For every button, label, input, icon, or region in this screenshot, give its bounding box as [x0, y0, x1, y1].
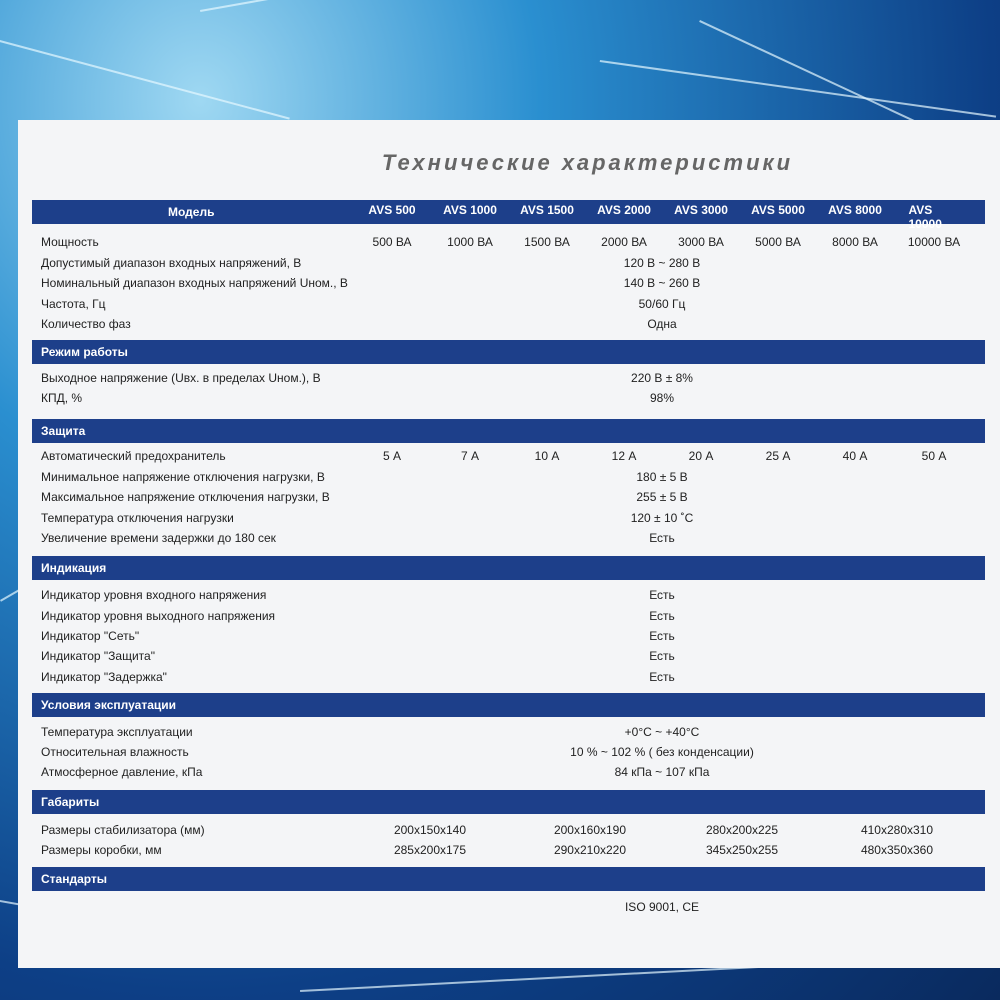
section-header: Режим работы: [32, 340, 985, 364]
row-label: Максимальное напряжение отключения нагру…: [41, 490, 330, 504]
row-value: 140 В ~ 260 В: [623, 276, 701, 290]
model-column-header: AVS 10000: [908, 203, 942, 231]
row-value: 98%: [649, 391, 675, 405]
model-column-header: AVS 500: [368, 203, 416, 217]
row-value: 25 А: [765, 449, 791, 463]
model-column-header: AVS 8000: [828, 203, 882, 217]
section-header: Стандарты: [32, 867, 985, 891]
row-label: Увеличение времени задержки до 180 сек: [41, 531, 276, 545]
row-value: 280х200х225: [705, 823, 779, 837]
row-value: 50/60 Гц: [638, 297, 686, 311]
row-label: КПД, %: [41, 391, 83, 405]
row-value: Есть: [649, 588, 675, 602]
row-label: Размеры стабилизатора (мм): [41, 823, 205, 837]
row-value: Есть: [649, 531, 675, 545]
row-value: 20 А: [688, 449, 714, 463]
row-label: Допустимый диапазон входных напряжений, …: [41, 256, 302, 270]
row-value: 5000 ВА: [755, 235, 801, 249]
row-value: 285х200х175: [393, 843, 467, 857]
model-column-header: AVS 2000: [597, 203, 651, 217]
section-title: Индикация: [41, 561, 107, 575]
model-column-header: AVS 1000: [443, 203, 497, 217]
row-value: 10000 ВА: [907, 235, 961, 249]
row-label: Автоматический предохранитель: [41, 449, 226, 463]
row-label: Выходное напряжение (Uвх. в пределах Uно…: [41, 371, 321, 385]
row-value: 500 ВА: [372, 235, 412, 249]
row-label: Относительная влажность: [41, 745, 189, 759]
row-value: 2000 ВА: [601, 235, 647, 249]
row-value: 480х350х360: [860, 843, 934, 857]
model-column-header: AVS 1500: [520, 203, 574, 217]
section-title: Габариты: [41, 795, 100, 809]
row-value: 10 А: [534, 449, 560, 463]
row-label: Частота, Гц: [41, 297, 106, 311]
row-label: Атмосферное давление, кПа: [41, 765, 203, 779]
row-value: 5 А: [382, 449, 402, 463]
lightning-streak: [300, 963, 800, 992]
row-value: 1000 ВА: [447, 235, 493, 249]
lightning-streak: [200, 0, 457, 12]
row-value: 8000 ВА: [832, 235, 878, 249]
section-title: Защита: [41, 424, 86, 438]
row-label: Минимальное напряжение отключения нагруз…: [41, 470, 325, 484]
row-value: Есть: [649, 670, 675, 684]
row-value: 1500 ВА: [524, 235, 570, 249]
row-label: Размеры коробки, мм: [41, 843, 162, 857]
lightning-streak: [0, 40, 290, 120]
section-title: Стандарты: [41, 872, 108, 886]
row-value: +0°С ~ +40°С: [624, 725, 700, 739]
row-label: Индикатор "Защита": [41, 649, 155, 663]
header-bar: Модель AVS 500 AVS 1000 AVS 1500 AVS 2000 AVS…: [32, 200, 985, 231]
row-label: Температура эксплуатации: [41, 725, 193, 739]
row-value: 7 А: [460, 449, 480, 463]
row-label: Индикатор "Сеть": [41, 629, 140, 643]
lightning-streak: [599, 60, 997, 118]
row-value: 255 ± 5 В: [636, 490, 688, 504]
row-value: 290х210х220: [553, 843, 627, 857]
row-value: 40 А: [842, 449, 868, 463]
section-header: Габариты: [32, 790, 985, 814]
spec-sheet: [18, 120, 1000, 968]
row-value: ISO 9001, CE: [624, 900, 700, 914]
section-title: Режим работы: [41, 345, 128, 359]
row-value: 220 В ± 8%: [631, 371, 693, 385]
model-column-header: AVS 3000: [674, 203, 728, 217]
row-value: 10 % ~ 102 % ( без конденсации): [570, 745, 754, 759]
row-value: Есть: [649, 629, 675, 643]
row-value: 50 А: [921, 449, 947, 463]
row-value: 3000 ВА: [678, 235, 724, 249]
row-value: Одна: [647, 317, 677, 331]
section-header: Индикация: [32, 556, 985, 580]
row-label: Температура отключения нагрузки: [41, 511, 234, 525]
row-label: Индикатор уровня выходного напряжения: [41, 609, 276, 623]
model-header-label: Модель: [168, 205, 215, 219]
row-value: Есть: [649, 609, 675, 623]
row-label: Количество фаз: [41, 317, 131, 331]
row-value: 410х280х310: [860, 823, 934, 837]
model-column-header: AVS 5000: [751, 203, 805, 217]
row-value: 12 А: [611, 449, 637, 463]
row-label: Номинальный диапазон входных напряжений …: [41, 276, 348, 290]
page-title: Технические характеристики: [381, 150, 794, 175]
row-label: Индикатор уровня входного напряжения: [41, 588, 267, 602]
section-header: Защита: [32, 419, 985, 443]
row-value: 200х160х190: [553, 823, 627, 837]
row-value: 84 кПа ~ 107 кПа: [614, 765, 710, 779]
section-header: Условия эксплуатации: [32, 693, 985, 717]
section-title: Условия эксплуатации: [41, 698, 176, 712]
row-value: 180 ± 5 В: [636, 470, 688, 484]
row-value: 120 В ~ 280 В: [623, 256, 701, 270]
row-value: Есть: [649, 649, 675, 663]
row-label: Индикатор "Задержка": [41, 670, 167, 684]
row-label: Мощность: [41, 235, 99, 249]
row-value: 200х150х140: [393, 823, 467, 837]
row-value: 120 ± 10 ˚С: [630, 511, 694, 525]
row-value: 345х250х255: [705, 843, 779, 857]
